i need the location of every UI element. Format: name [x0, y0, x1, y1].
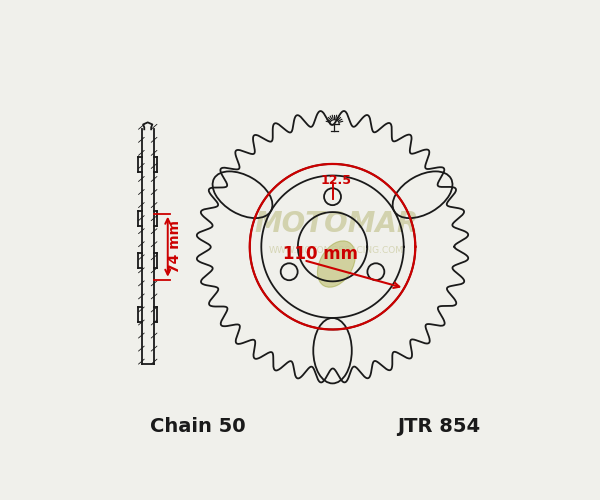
- Text: Chain 50: Chain 50: [149, 417, 245, 436]
- Text: 74 mm: 74 mm: [167, 220, 182, 273]
- Text: 110 mm: 110 mm: [283, 246, 358, 264]
- Text: JTR 854: JTR 854: [398, 417, 481, 436]
- Text: 12.5: 12.5: [321, 174, 352, 187]
- Text: MOTOMAR: MOTOMAR: [254, 210, 418, 238]
- Ellipse shape: [317, 241, 355, 287]
- Text: WWW.MOTOMORRACING.COM: WWW.MOTOMORRACING.COM: [269, 246, 404, 255]
